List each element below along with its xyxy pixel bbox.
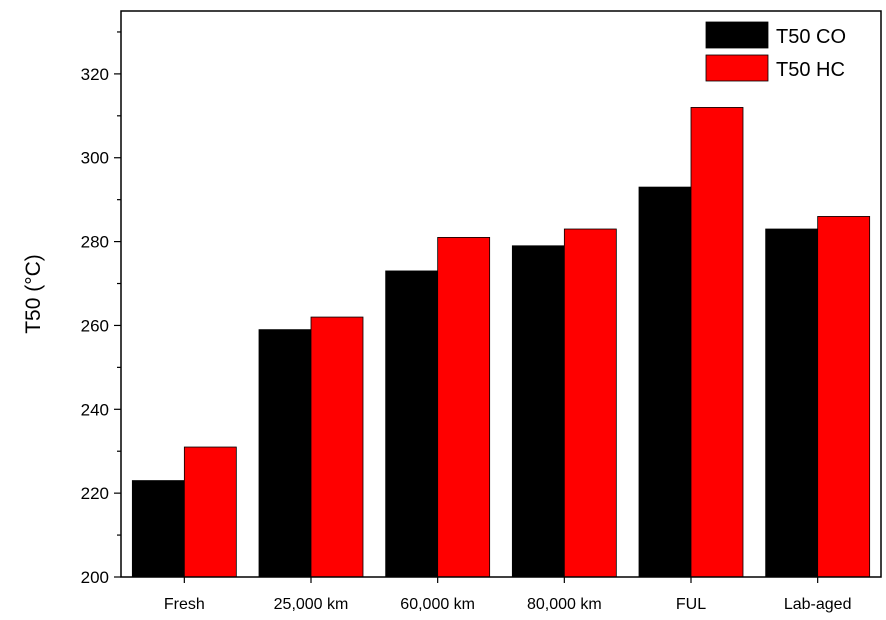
bars-group: [131, 107, 871, 578]
legend-swatch-hc: [705, 54, 769, 82]
y-tick-label: 260: [81, 316, 109, 335]
legend: T50 CO T50 HC: [705, 21, 846, 82]
y-tick-label: 320: [81, 65, 109, 84]
y-tick-label: 220: [81, 484, 109, 503]
y-axis: 200 220 240 260 280 300 320: [81, 31, 121, 587]
legend-label-co: T50 CO: [776, 26, 846, 48]
y-tick-label: 240: [81, 400, 109, 419]
y-tick-label: 300: [81, 149, 109, 168]
y-axis-title: T50 (°C): [22, 254, 45, 334]
bar-hc-5: [817, 216, 871, 578]
bar-co-0: [131, 480, 185, 578]
bar-co-4: [638, 186, 692, 578]
bar-hc-3: [563, 228, 617, 578]
legend-label-hc: T50 HC: [776, 59, 845, 81]
x-tick-label: 60,000 km: [400, 596, 475, 613]
x-tick-label: 80,000 km: [527, 596, 602, 613]
bar-co-1: [258, 329, 312, 578]
bar-co-2: [385, 270, 439, 578]
bar-hc-2: [437, 236, 491, 578]
x-tick-label: 25,000 km: [274, 596, 349, 613]
x-tick-label: FUL: [676, 596, 706, 613]
bar-co-3: [511, 245, 565, 578]
plot-frame: [120, 10, 882, 578]
bar-hc-1: [310, 316, 364, 578]
bar-hc-0: [183, 446, 237, 578]
bar-hc-4: [690, 107, 744, 578]
x-axis: Fresh 25,000 km 60,000 km 80,000 km FUL Lab-a…: [164, 577, 852, 613]
y-tick-label: 200: [81, 568, 109, 587]
x-tick-label: Lab-aged: [784, 596, 852, 613]
bar-co-5: [765, 228, 819, 578]
legend-swatch-co: [705, 21, 769, 49]
x-tick-label: Fresh: [164, 596, 205, 613]
y-tick-label: 280: [81, 233, 109, 252]
